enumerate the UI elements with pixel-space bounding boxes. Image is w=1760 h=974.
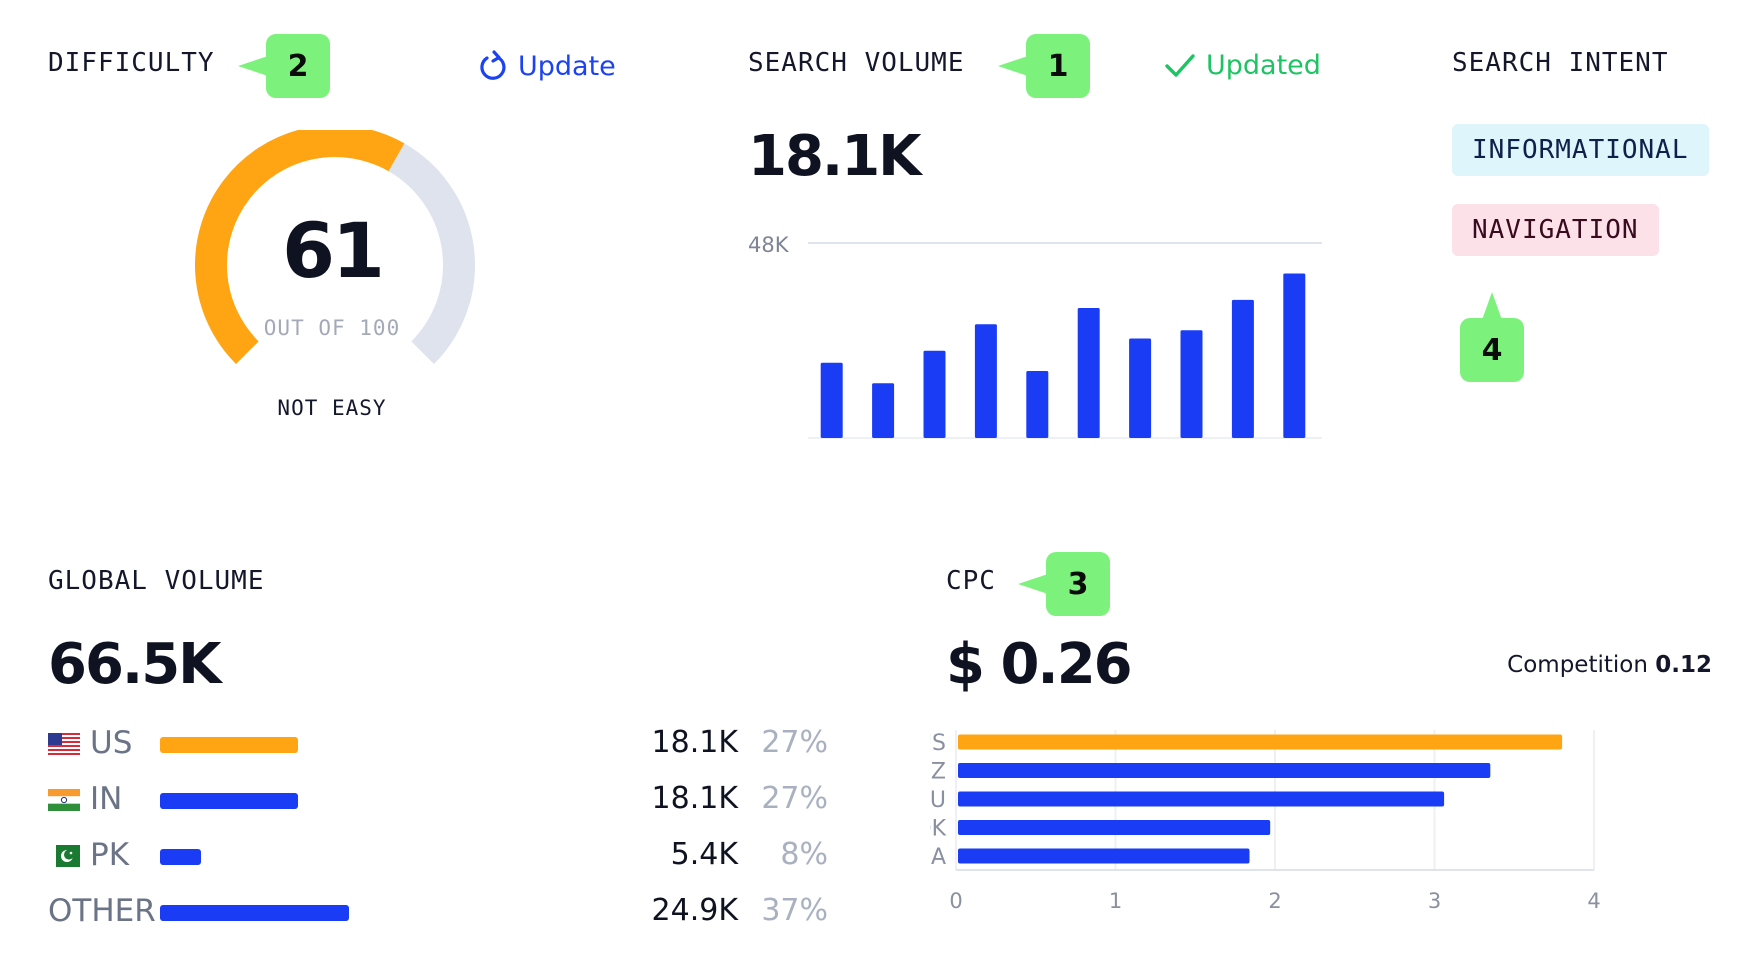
volume-value: 5.4K: [670, 837, 738, 872]
global-volume-row-pk: PK 5.4K 8%: [48, 837, 828, 877]
callout-badge-1: 1: [998, 34, 1090, 98]
share-bar: [160, 737, 298, 753]
update-button[interactable]: Update: [478, 50, 616, 82]
share-bar: [160, 793, 298, 809]
difficulty-max-label: OUT OF 100: [263, 316, 401, 340]
volume-value: 18.1K: [651, 725, 738, 760]
cpc-x-tick-label: 1: [1109, 889, 1122, 913]
volume-percent: 27%: [761, 725, 828, 760]
cpc-category-labels: US NZ AU DK CA: [930, 731, 947, 870]
cpc-category-label: AU: [930, 788, 946, 813]
cpc-value: $ 0.26: [946, 632, 1133, 697]
volume-percent: 8%: [780, 837, 828, 872]
search-volume-bar[interactable]: [1231, 299, 1254, 438]
volume-percent: 37%: [761, 893, 828, 928]
cpc-category-label: US: [930, 731, 946, 756]
badge-number: 4: [1481, 332, 1503, 368]
volume-value: 18.1K: [651, 781, 738, 816]
cpc-bars: [958, 734, 1563, 864]
difficulty-score: 61: [282, 206, 385, 295]
volume-percent: 27%: [761, 781, 828, 816]
difficulty-gauge: [195, 130, 475, 364]
updated-status: Updated: [1164, 50, 1321, 81]
cpc-country-chart: US NZ AU DK CA 0 1 2 3 4: [930, 730, 1601, 913]
cpc-x-tick-label: 3: [1428, 889, 1441, 913]
country-code: US: [90, 725, 133, 761]
us-flag-icon: [48, 733, 80, 755]
cpc-x-tick-label: 4: [1587, 889, 1600, 913]
callout-badge-3: 3: [1018, 552, 1110, 616]
intent-tag-informational: INFORMATIONAL: [1452, 124, 1709, 176]
competition-value: 0.12: [1655, 652, 1712, 678]
search-volume-bar[interactable]: [1129, 338, 1152, 439]
cpc-x-ticks: 0 1 2 3 4: [949, 889, 1600, 913]
pakistan-flag-icon: [48, 845, 80, 867]
cpc-category-label: NZ: [930, 760, 946, 785]
intent-tag-navigation: NAVIGATION: [1452, 204, 1659, 256]
callout-badge-4: 4: [1460, 292, 1524, 382]
global-volume-row-in: IN 18.1K 27%: [48, 781, 828, 821]
search-volume-bar[interactable]: [1180, 330, 1203, 438]
cpc-x-tick-label: 0: [949, 889, 962, 913]
share-bar: [160, 849, 201, 865]
search-volume-bar[interactable]: [1077, 308, 1100, 438]
difficulty-rating: NOT EASY: [277, 396, 387, 420]
search-volume-bars: [820, 273, 1306, 439]
global-volume-title: GLOBAL VOLUME: [48, 566, 265, 596]
badge-number: 1: [1047, 48, 1069, 84]
update-label: Update: [518, 50, 616, 82]
badge-pointer: [1482, 292, 1502, 320]
search-volume-bar[interactable]: [923, 350, 946, 438]
search-volume-title: SEARCH VOLUME: [748, 48, 965, 78]
updated-label: Updated: [1206, 50, 1321, 81]
cpc-category-label: CA: [930, 845, 946, 870]
y-axis-label-48k: 48K: [748, 233, 790, 257]
india-flag-icon: [48, 789, 80, 811]
cpc-bar[interactable]: [958, 848, 1250, 864]
search-volume-value: 18.1K: [748, 124, 922, 189]
country-code: IN: [90, 781, 123, 817]
badge-pointer: [238, 56, 268, 76]
gauge-fill: [195, 130, 405, 364]
global-volume-row-us: US 18.1K 27%: [48, 725, 828, 765]
search-volume-bar[interactable]: [1026, 371, 1049, 438]
refresh-icon: [480, 50, 506, 80]
cpc-bar[interactable]: [958, 734, 1563, 750]
search-volume-bar[interactable]: [974, 324, 997, 438]
badge-number: 3: [1067, 566, 1089, 602]
country-code: OTHER: [48, 893, 156, 929]
global-volume-value: 66.5K: [48, 632, 222, 697]
difficulty-title: DIFFICULTY: [48, 48, 215, 78]
callout-badge-2: 2: [238, 34, 330, 98]
cpc-title: CPC: [946, 566, 996, 596]
badge-number: 2: [287, 48, 309, 84]
competition-label: Competition: [1507, 652, 1648, 678]
search-volume-bar[interactable]: [1283, 273, 1306, 439]
badge-pointer: [998, 56, 1028, 76]
cpc-bar[interactable]: [958, 763, 1491, 778]
search-volume-bar[interactable]: [820, 362, 843, 438]
checkmark-icon: [1165, 53, 1195, 77]
country-code: PK: [90, 837, 130, 873]
cpc-bar[interactable]: [958, 820, 1271, 835]
badge-pointer: [1018, 574, 1048, 594]
cpc-x-tick-label: 2: [1268, 889, 1281, 913]
volume-value: 24.9K: [651, 893, 738, 928]
global-volume-row-other: OTHER 24.9K 37%: [48, 893, 828, 933]
search-volume-bar[interactable]: [872, 383, 895, 438]
cpc-category-label: DK: [930, 817, 947, 842]
share-bar: [160, 905, 349, 921]
search-volume-chart: 48K: [748, 233, 1322, 439]
competition-indicator: Competition 0.12: [1507, 652, 1712, 678]
cpc-bar[interactable]: [958, 791, 1445, 807]
search-intent-title: SEARCH INTENT: [1452, 48, 1669, 78]
gauge-track: [388, 143, 475, 364]
